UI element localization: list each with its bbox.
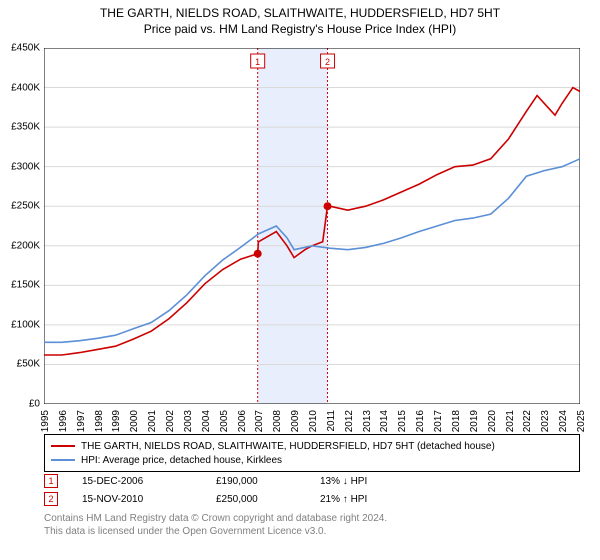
svg-text:2: 2	[325, 57, 330, 67]
x-tick-label: 2006	[237, 410, 248, 432]
legend-label: HPI: Average price, detached house, Kirk…	[81, 455, 282, 466]
legend-box: THE GARTH, NIELDS ROAD, SLAITHWAITE, HUD…	[44, 434, 580, 472]
x-tick-label: 2001	[147, 410, 158, 432]
x-tick-label: 1997	[76, 410, 87, 432]
x-tick-label: 2021	[505, 410, 516, 432]
x-tick-label: 2016	[415, 410, 426, 432]
title-line-1: THE GARTH, NIELDS ROAD, SLAITHWAITE, HUD…	[0, 6, 600, 20]
chart-title: THE GARTH, NIELDS ROAD, SLAITHWAITE, HUD…	[0, 0, 600, 36]
y-tick-label: £300K	[11, 161, 40, 172]
legend-swatch	[51, 445, 75, 447]
sale-marker: 1	[44, 474, 58, 488]
sale-hpi: 13% ↓ HPI	[320, 476, 420, 487]
x-tick-label: 2019	[469, 410, 480, 432]
y-tick-label: £350K	[11, 122, 40, 133]
x-axis-labels: 1995199619971998199920002001200220032004…	[44, 406, 580, 432]
y-tick-label: £250K	[11, 201, 40, 212]
footer-attribution: Contains HM Land Registry data © Crown c…	[44, 512, 580, 538]
legend-swatch	[51, 459, 75, 461]
plot-area: 12	[44, 48, 580, 404]
y-tick-label: £450K	[11, 43, 40, 54]
y-axis-labels: £0£50K£100K£150K£200K£250K£300K£350K£400…	[0, 48, 42, 404]
x-tick-label: 2017	[433, 410, 444, 432]
x-tick-label: 2013	[362, 410, 373, 432]
x-tick-label: 1999	[111, 410, 122, 432]
x-tick-label: 2008	[272, 410, 283, 432]
x-tick-label: 2004	[201, 410, 212, 432]
x-tick-label: 1995	[40, 410, 51, 432]
y-tick-label: £400K	[11, 82, 40, 93]
x-tick-label: 2023	[540, 410, 551, 432]
y-tick-label: £100K	[11, 319, 40, 330]
x-tick-label: 1996	[58, 410, 69, 432]
x-tick-label: 2000	[129, 410, 140, 432]
sale-price: £250,000	[216, 494, 296, 505]
x-tick-label: 2007	[254, 410, 265, 432]
x-tick-label: 2020	[487, 410, 498, 432]
legend-row: HPI: Average price, detached house, Kirk…	[51, 453, 573, 467]
x-tick-label: 2009	[290, 410, 301, 432]
x-tick-label: 2003	[183, 410, 194, 432]
x-tick-label: 2002	[165, 410, 176, 432]
sale-row: 2 15-NOV-2010 £250,000 21% ↑ HPI	[44, 490, 580, 508]
footer-line-1: Contains HM Land Registry data © Crown c…	[44, 512, 580, 525]
y-tick-label: £0	[29, 399, 40, 410]
x-tick-label: 2012	[344, 410, 355, 432]
footer-line-2: This data is licensed under the Open Gov…	[44, 525, 580, 538]
x-tick-label: 2022	[522, 410, 533, 432]
sale-row: 1 15-DEC-2006 £190,000 13% ↓ HPI	[44, 472, 580, 490]
chart-svg: 12	[44, 48, 580, 404]
legend-row: THE GARTH, NIELDS ROAD, SLAITHWAITE, HUD…	[51, 439, 573, 453]
x-tick-label: 2018	[451, 410, 462, 432]
x-tick-label: 2005	[219, 410, 230, 432]
x-tick-label: 2024	[558, 410, 569, 432]
sale-date: 15-DEC-2006	[82, 476, 192, 487]
y-tick-label: £50K	[17, 359, 40, 370]
svg-text:1: 1	[255, 57, 260, 67]
sales-table: 1 15-DEC-2006 £190,000 13% ↓ HPI 2 15-NO…	[44, 472, 580, 508]
x-tick-label: 2011	[326, 410, 337, 432]
sale-hpi: 21% ↑ HPI	[320, 494, 420, 505]
sale-marker: 2	[44, 492, 58, 506]
y-tick-label: £150K	[11, 280, 40, 291]
sale-date: 15-NOV-2010	[82, 494, 192, 505]
chart-container: THE GARTH, NIELDS ROAD, SLAITHWAITE, HUD…	[0, 0, 600, 560]
x-tick-label: 2014	[379, 410, 390, 432]
x-tick-label: 2025	[576, 410, 587, 432]
sale-price: £190,000	[216, 476, 296, 487]
x-tick-label: 2015	[397, 410, 408, 432]
x-tick-label: 1998	[94, 410, 105, 432]
y-tick-label: £200K	[11, 240, 40, 251]
x-tick-label: 2010	[308, 410, 319, 432]
legend-label: THE GARTH, NIELDS ROAD, SLAITHWAITE, HUD…	[81, 441, 495, 452]
title-line-2: Price paid vs. HM Land Registry's House …	[0, 22, 600, 36]
